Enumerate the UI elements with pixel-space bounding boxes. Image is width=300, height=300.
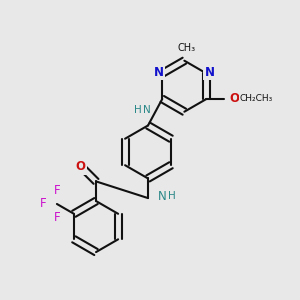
Text: N: N bbox=[143, 105, 151, 115]
Text: F: F bbox=[40, 197, 46, 211]
Text: O: O bbox=[229, 92, 239, 106]
Text: O: O bbox=[229, 92, 239, 106]
Text: O: O bbox=[76, 160, 85, 173]
Text: N: N bbox=[158, 190, 166, 202]
Text: H: H bbox=[134, 105, 141, 115]
Text: CH₂CH₃: CH₂CH₃ bbox=[240, 94, 273, 103]
Text: N: N bbox=[204, 66, 214, 79]
Text: N: N bbox=[154, 66, 164, 79]
Text: F: F bbox=[54, 211, 60, 224]
Text: CH₃: CH₃ bbox=[177, 43, 195, 53]
Text: Ethyl: Ethyl bbox=[233, 94, 258, 104]
Text: H: H bbox=[168, 191, 176, 201]
Text: F: F bbox=[54, 184, 60, 197]
